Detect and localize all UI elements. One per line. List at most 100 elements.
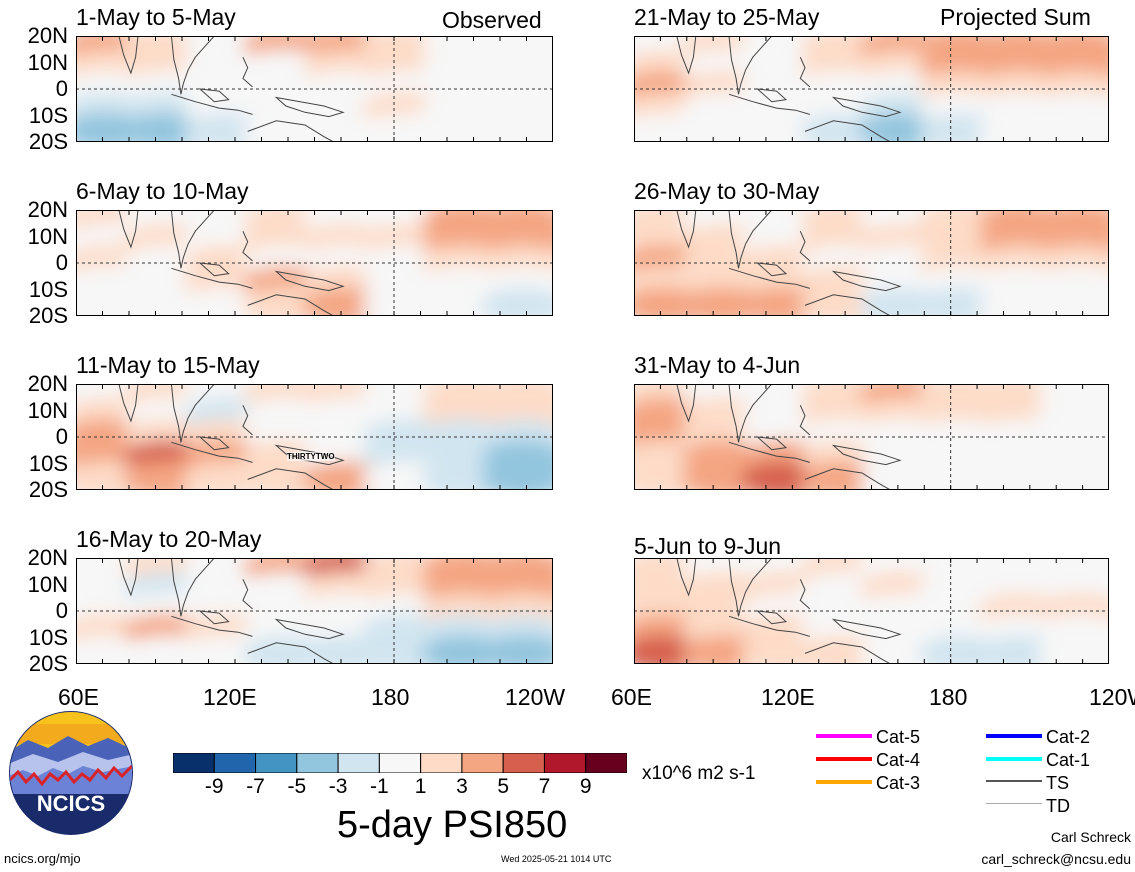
coastline <box>170 36 215 95</box>
colorbar-swatch <box>502 753 545 773</box>
coastline <box>118 210 139 249</box>
legend-label: TS <box>1046 773 1070 793</box>
coastline <box>831 444 902 466</box>
legend-line <box>816 780 872 784</box>
ncics-logo: NCICS <box>9 711 133 835</box>
coastline <box>198 436 230 451</box>
colorbar-swatch <box>585 753 627 773</box>
panel-title: 21-May to 25-May <box>634 4 820 30</box>
panel-border <box>76 558 553 664</box>
legend-line <box>986 734 1042 738</box>
anomaly-cell <box>480 635 553 664</box>
lon-label: 60E <box>611 684 652 710</box>
lat-label: 10S <box>28 102 68 128</box>
colorbar-swatch <box>296 753 339 773</box>
coastline <box>676 210 697 249</box>
anomaly-cell <box>1036 113 1109 142</box>
colorbar-swatch <box>255 753 298 773</box>
observed-label: Observed <box>442 7 542 33</box>
panel-title: 31-May to 4-Jun <box>634 352 801 378</box>
timestamp: Wed 2025-05-21 1014 UTC <box>501 854 612 864</box>
lat-label: 0 <box>55 424 68 449</box>
coastline <box>831 270 902 292</box>
storm-label: THIRTYTWO <box>287 452 335 461</box>
coastline <box>728 93 810 115</box>
anomaly-cell <box>480 461 553 490</box>
panel-border <box>634 384 1109 490</box>
coastline <box>799 56 811 88</box>
coastline <box>831 96 902 118</box>
coastline <box>170 210 215 269</box>
coastline <box>804 294 891 316</box>
coastline <box>804 642 891 664</box>
panel-border <box>634 210 1109 316</box>
colorbar-tick-label: 1 <box>414 775 427 798</box>
colorbar-tick-label: 7 <box>538 775 551 798</box>
lat-label: 20N <box>27 197 68 222</box>
map-panel <box>76 36 553 142</box>
coastline <box>728 267 810 289</box>
coastline <box>198 610 230 625</box>
coastline <box>171 93 253 115</box>
panel-border <box>76 210 553 316</box>
legend-line <box>986 757 1042 761</box>
lon-label: 60E <box>58 684 99 710</box>
legend-label: Cat-5 <box>876 727 921 747</box>
colorbar-tick-label: -1 <box>370 775 389 798</box>
coastline <box>171 267 253 289</box>
coastline <box>676 384 697 423</box>
coastline <box>247 468 334 490</box>
coastline <box>274 96 345 118</box>
coastline <box>118 36 139 75</box>
lat-label: 0 <box>55 76 68 101</box>
lat-label: 10N <box>27 571 68 597</box>
coastline <box>242 56 253 88</box>
coastline <box>198 88 230 103</box>
coastline <box>728 384 773 443</box>
colorbar <box>173 753 627 773</box>
coastline <box>755 88 788 103</box>
coastline <box>728 210 773 269</box>
anomaly-cell <box>480 113 553 142</box>
coastline <box>118 558 139 597</box>
coastline <box>274 270 345 292</box>
lat-label: 20N <box>27 23 68 48</box>
map-panel <box>634 210 1109 316</box>
coastline <box>676 558 697 597</box>
coastline <box>274 618 345 640</box>
coastline <box>799 578 811 610</box>
coastline <box>799 230 811 262</box>
legend-label: Cat-2 <box>1046 727 1091 747</box>
lat-label: 10N <box>27 397 68 423</box>
colorbar-swatch <box>420 753 463 773</box>
coastline <box>728 558 773 617</box>
legend-label: Cat-1 <box>1046 750 1091 770</box>
map-panel <box>634 558 1109 664</box>
colorbar-tick-label: -5 <box>287 775 307 798</box>
lat-label: 0 <box>55 598 68 623</box>
colorbar-tick-label: 5 <box>497 775 510 798</box>
coastline <box>755 610 788 625</box>
coastline <box>804 120 891 142</box>
lat-label: 10N <box>27 49 68 75</box>
coastline <box>171 441 253 463</box>
panel-title: 26-May to 30-May <box>634 178 820 204</box>
anomaly-cell <box>1036 635 1109 664</box>
coastline <box>247 642 334 664</box>
anomaly-cell <box>1036 287 1109 316</box>
lat-label: 20S <box>28 477 68 502</box>
colorbar-swatch <box>213 753 257 773</box>
lat-label: 10S <box>28 276 68 302</box>
colorbar-tick-label: -3 <box>328 775 348 798</box>
coastline <box>804 468 891 490</box>
panel-title: 1-May to 5-May <box>76 4 236 30</box>
map-panel <box>634 384 1109 490</box>
legend-line <box>986 780 1042 782</box>
legend-line <box>816 757 872 761</box>
coastline <box>247 120 334 142</box>
coastline <box>171 615 253 637</box>
lat-label: 20S <box>28 129 68 154</box>
colorbar-swatch <box>337 753 380 773</box>
colorbar-tick-label: -7 <box>246 775 265 798</box>
lon-label: 120E <box>761 684 815 710</box>
